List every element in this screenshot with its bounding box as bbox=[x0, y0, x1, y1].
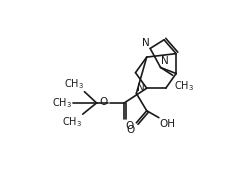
Text: N: N bbox=[142, 38, 149, 48]
Text: CH$_3$: CH$_3$ bbox=[52, 96, 72, 110]
Text: O: O bbox=[125, 121, 133, 131]
Text: CH$_3$: CH$_3$ bbox=[63, 77, 84, 91]
Text: CH$_3$: CH$_3$ bbox=[173, 79, 194, 93]
Text: N: N bbox=[161, 56, 169, 66]
Text: O: O bbox=[126, 125, 135, 135]
Text: N: N bbox=[137, 83, 145, 93]
Text: O: O bbox=[99, 97, 108, 107]
Text: OH: OH bbox=[160, 119, 176, 129]
Text: CH$_3$: CH$_3$ bbox=[62, 115, 82, 129]
